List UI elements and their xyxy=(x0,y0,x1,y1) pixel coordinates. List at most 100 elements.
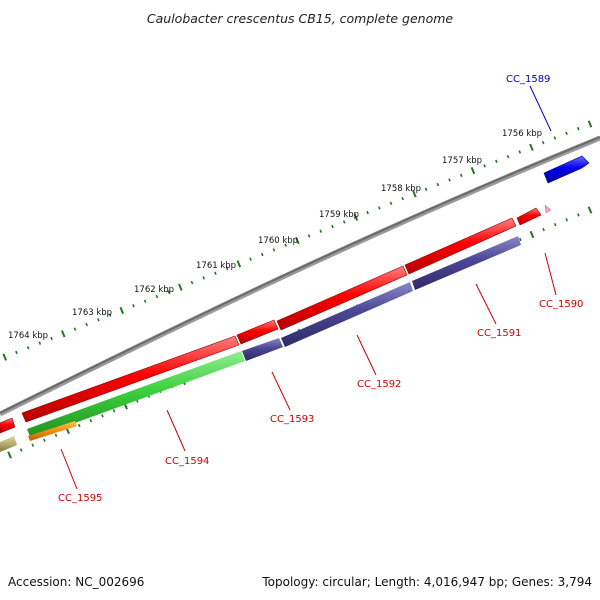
gene-label-cc-1589[interactable]: CC_1589 xyxy=(506,74,550,85)
ruler-tick xyxy=(73,327,77,331)
ruler-tick xyxy=(108,313,112,317)
leader-cc-1593 xyxy=(271,371,291,411)
gene-label-cc-1591[interactable]: CC_1591 xyxy=(477,328,521,339)
gene-cc-1593-arrow[interactable] xyxy=(236,319,279,345)
ruler-tick xyxy=(249,257,252,261)
ruler-tick xyxy=(15,350,18,355)
gene-label-cc-1593[interactable]: CC_1593 xyxy=(270,414,314,425)
ruler-tick xyxy=(260,252,264,257)
gene-label-cc-1592[interactable]: CC_1592 xyxy=(357,379,401,390)
cds-bar-cc-1594[interactable] xyxy=(27,351,245,439)
ruler-tick xyxy=(495,159,498,163)
gene-label-cc-1595[interactable]: CC_1595 xyxy=(58,493,102,504)
ruler-tick xyxy=(143,299,147,303)
inner-tick xyxy=(587,206,593,214)
ruler-labels: 1756 kbp 1757 kbp 1758 kbp 1759 kbp 1760… xyxy=(8,129,542,341)
ruler-label-1761: 1761 kbp xyxy=(196,261,236,271)
inner-tick xyxy=(31,443,35,447)
ruler-tick xyxy=(214,271,217,275)
cds-bar-cc-1591[interactable] xyxy=(412,236,521,290)
ruler-tick xyxy=(506,154,510,159)
ruler-tick xyxy=(307,234,311,238)
ruler-tick xyxy=(26,346,30,350)
leader-cc-1594 xyxy=(166,409,186,452)
gene-label-cc-1594[interactable]: CC_1594 xyxy=(165,456,209,467)
ruler-tick xyxy=(284,243,287,247)
inner-tick xyxy=(519,237,522,242)
ruler-tick xyxy=(331,224,334,229)
ruler-tick xyxy=(50,336,53,341)
leader-cc-1591 xyxy=(475,283,497,325)
ruler-tick xyxy=(587,120,593,128)
accession-text: Accession: NC_002696 xyxy=(8,575,144,589)
cds-bar-cc-1595[interactable] xyxy=(28,421,77,441)
ruler-tick xyxy=(518,150,522,154)
ruler-label-1760: 1760 kbp xyxy=(258,236,298,246)
ruler-tick xyxy=(236,260,242,268)
feature-bars xyxy=(0,236,521,452)
gene-cc-1595-arrow[interactable] xyxy=(0,417,16,434)
ruler-tick xyxy=(295,236,300,245)
ruler-tick xyxy=(2,353,7,361)
inner-tick xyxy=(553,223,557,227)
label-leaders xyxy=(60,85,557,490)
ruler-tick xyxy=(132,304,135,308)
ruler-tick xyxy=(436,182,440,187)
ruler-tick xyxy=(353,213,359,221)
inner-tick xyxy=(112,409,116,413)
ruler-tick xyxy=(225,266,229,271)
ruler-tick xyxy=(529,143,534,151)
ruler-label-1762: 1762 kbp xyxy=(134,285,174,295)
gene-cc-1592-arrow[interactable] xyxy=(276,265,408,331)
inner-tick xyxy=(542,227,545,232)
ruler-tick xyxy=(155,294,159,299)
gene-cc-1591-arrow[interactable] xyxy=(404,217,517,275)
inner-tick xyxy=(565,218,569,222)
ruler-tick xyxy=(366,210,369,215)
ruler-tick xyxy=(576,126,580,131)
ruler-tick xyxy=(459,173,463,177)
ruler-label-1758: 1758 kbp xyxy=(381,184,421,194)
ruler-tick xyxy=(190,280,194,285)
leader-cc-1590 xyxy=(544,252,557,296)
gene-cc-1589[interactable] xyxy=(543,155,590,184)
gene-label-cc-1590[interactable]: CC_1590 xyxy=(539,299,583,310)
leader-cc-1592 xyxy=(356,334,377,376)
gene-cc-1594-arrow[interactable] xyxy=(21,335,240,423)
map-title: Caulobacter crescentus CB15, complete ge… xyxy=(147,11,453,26)
cds-bar-left-edge xyxy=(0,436,17,452)
ruler-label-1763: 1763 kbp xyxy=(72,308,112,318)
ruler-tick xyxy=(378,206,381,210)
cds-bar-cc-1593[interactable] xyxy=(242,338,283,361)
ruler-tick xyxy=(85,322,88,327)
inner-tick xyxy=(54,433,58,438)
inner-tick xyxy=(577,213,580,217)
gene-cc-1590-arrow[interactable] xyxy=(516,207,542,226)
ruler-ticks xyxy=(2,120,593,361)
ruler-tick xyxy=(119,306,124,315)
ruler-label-1764: 1764 kbp xyxy=(8,331,48,341)
cds-bar-cc-1592[interactable] xyxy=(281,282,413,347)
ruler-tick xyxy=(167,290,170,294)
topology-summary: Topology: circular; Length: 4,016,947 bp… xyxy=(261,575,592,589)
small-feature-marker xyxy=(544,204,552,214)
ruler-tick xyxy=(178,283,183,291)
ruler-tick xyxy=(483,164,486,168)
ruler-tick xyxy=(412,190,417,198)
leader-cc-1595 xyxy=(60,448,78,490)
gene-labels: CC_1589 CC_1590 CC_1591 CC_1592 CC_1593 … xyxy=(58,74,583,504)
ruler-tick xyxy=(565,131,568,136)
ruler-tick xyxy=(97,318,100,322)
ruler-tick xyxy=(389,201,393,205)
inner-tick xyxy=(77,423,81,428)
inner-tick xyxy=(43,438,46,442)
inner-tick xyxy=(89,418,93,423)
inner-tick xyxy=(529,230,535,239)
ruler-tick xyxy=(272,248,276,252)
ruler-tick xyxy=(448,178,451,182)
ruler-tick xyxy=(424,187,428,191)
minus-strand-genes xyxy=(0,207,542,434)
ruler-tick xyxy=(541,140,545,145)
genome-backbone xyxy=(0,135,600,417)
